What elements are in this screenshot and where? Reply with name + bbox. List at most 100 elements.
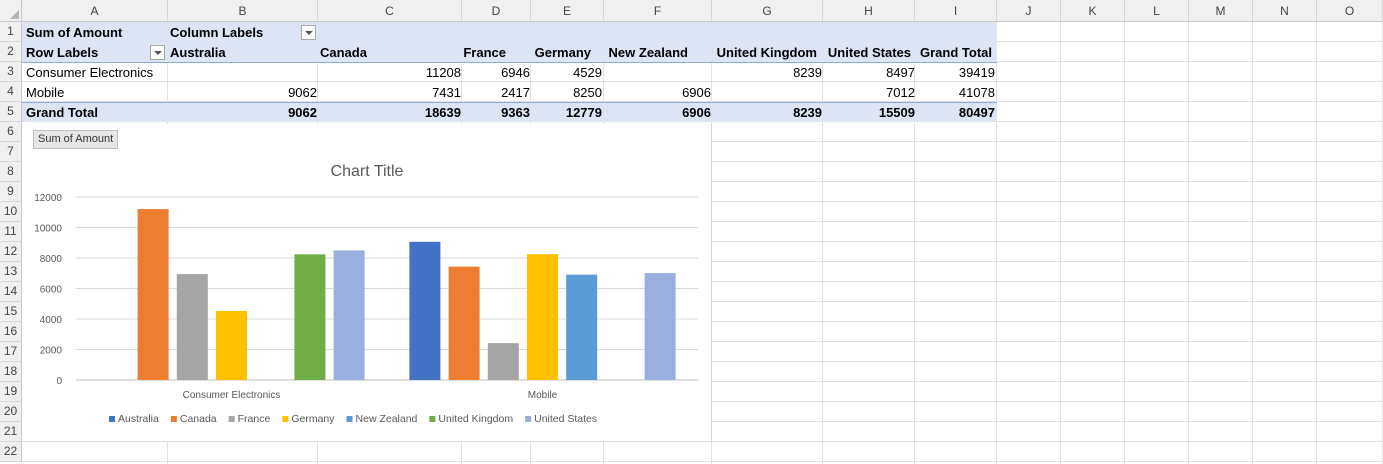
chart-field-button[interactable]: Sum of Amount — [33, 130, 119, 149]
legend-swatch — [109, 416, 115, 422]
pivot-value-cell[interactable] — [713, 83, 822, 103]
row-header[interactable]: 19 — [0, 382, 22, 402]
pivot-grand-total-cell[interactable]: 8239 — [793, 105, 822, 120]
column-header[interactable]: K — [1061, 0, 1125, 22]
row-header[interactable]: 15 — [0, 302, 22, 322]
column-header[interactable]: A — [22, 0, 168, 22]
row-header[interactable]: 3 — [0, 62, 22, 82]
row-header[interactable]: 4 — [0, 82, 22, 102]
pivot-col-header-new-zealand[interactable]: New Zealand — [608, 45, 688, 60]
pivot-row-label[interactable]: Mobile — [26, 85, 65, 100]
column-header[interactable]: F — [604, 0, 712, 22]
pivot-col-header-canada[interactable]: Canada — [320, 45, 367, 60]
row-header[interactable]: 18 — [0, 362, 22, 382]
pivot-column-labels[interactable]: Column Labels — [170, 25, 264, 40]
pivot-col-header-france[interactable]: France — [463, 45, 506, 60]
legend-entry[interactable]: Australia — [118, 413, 159, 425]
row-header[interactable]: 16 — [0, 322, 22, 342]
row-header[interactable]: 13 — [0, 262, 22, 282]
pivot-value-cell[interactable]: 7012 — [886, 85, 915, 100]
column-header[interactable]: B — [168, 0, 318, 22]
pivot-col-header-australia[interactable]: Australia — [170, 45, 226, 60]
pivot-value-cell[interactable] — [170, 63, 317, 83]
pivot-grand-total-label[interactable]: Grand Total — [26, 105, 98, 120]
row-labels-filter-button[interactable] — [150, 45, 165, 60]
legend-entry[interactable]: United Kingdom — [438, 413, 513, 425]
row-header[interactable]: 1 — [0, 22, 22, 42]
bar-germany[interactable] — [527, 254, 558, 380]
column-header[interactable]: H — [823, 0, 915, 22]
bar-germany[interactable] — [216, 310, 247, 380]
row-header[interactable]: 21 — [0, 422, 22, 442]
row-header[interactable]: 17 — [0, 342, 22, 362]
row-header[interactable]: 5 — [0, 102, 22, 122]
column-header[interactable]: L — [1125, 0, 1189, 22]
column-header[interactable]: E — [531, 0, 604, 22]
bar-new-zealand[interactable] — [566, 274, 598, 380]
pivot-row-labels[interactable]: Row Labels — [26, 45, 99, 60]
column-header[interactable]: D — [462, 0, 531, 22]
chart-title[interactable]: Chart Title — [331, 163, 404, 180]
bar-canada[interactable] — [137, 209, 169, 380]
pivot-grand-total-cell[interactable]: 15509 — [878, 105, 915, 120]
row-header[interactable]: 7 — [0, 142, 22, 162]
legend-entry[interactable]: France — [238, 413, 271, 425]
pivot-value-cell[interactable]: 8239 — [793, 65, 822, 80]
pivot-grand-total-cell[interactable]: 6906 — [682, 105, 711, 120]
bar-france[interactable] — [487, 343, 519, 380]
column-header[interactable]: O — [1317, 0, 1383, 22]
column-labels-filter-button[interactable] — [301, 25, 316, 40]
column-header[interactable]: G — [712, 0, 823, 22]
legend-entry[interactable]: Germany — [291, 413, 335, 425]
column-header[interactable]: J — [997, 0, 1061, 22]
pivot-grand-total-sum[interactable]: 80497 — [958, 105, 995, 120]
pivot-grand-total-cell[interactable]: 9363 — [501, 105, 530, 120]
bar-canada[interactable] — [448, 266, 480, 380]
pivot-grand-total-cell[interactable]: 18639 — [424, 105, 461, 120]
pivot-value-cell[interactable]: 6946 — [501, 65, 530, 80]
select-all-corner[interactable] — [0, 0, 22, 22]
legend-entry[interactable]: New Zealand — [356, 413, 418, 425]
row-header[interactable]: 22 — [0, 442, 22, 462]
row-header[interactable]: 12 — [0, 242, 22, 262]
pivot-value-cell[interactable]: 9062 — [288, 85, 317, 100]
pivot-value-cell[interactable] — [605, 63, 711, 83]
column-header[interactable]: I — [915, 0, 997, 22]
pivot-value-cell[interactable]: 8250 — [573, 85, 602, 100]
pivot-col-header-united-states[interactable]: United States — [827, 45, 911, 60]
row-header[interactable]: 9 — [0, 182, 22, 202]
pivot-value-cell[interactable]: 2417 — [501, 85, 530, 100]
column-header[interactable]: N — [1253, 0, 1317, 22]
legend-entry[interactable]: Canada — [180, 413, 217, 425]
pivot-value-cell[interactable]: 6906 — [682, 85, 711, 100]
pivot-row-total[interactable]: 41078 — [958, 85, 995, 100]
row-header[interactable]: 2 — [0, 42, 22, 62]
pivot-grand-total-cell[interactable]: 9062 — [288, 105, 317, 120]
pivot-row-label[interactable]: Consumer Electronics — [26, 65, 154, 80]
pivot-grand-total-cell[interactable]: 12779 — [565, 105, 602, 120]
pivot-col-header-grand-total[interactable]: Grand Total — [920, 45, 992, 60]
bar-united-states[interactable] — [333, 250, 365, 380]
pivot-chart[interactable]: Chart Title 0 2000 4000 6000 8000 10000 12000 Co… — [22, 124, 712, 442]
pivot-value-cell[interactable]: 11208 — [425, 65, 461, 80]
bar-france[interactable] — [176, 274, 208, 380]
pivot-value-cell[interactable]: 8497 — [886, 65, 915, 80]
row-header[interactable]: 10 — [0, 202, 22, 222]
row-header[interactable]: 11 — [0, 222, 22, 242]
pivot-col-header-germany[interactable]: Germany — [534, 45, 591, 60]
bar-australia[interactable] — [409, 241, 441, 380]
bar-united-states[interactable] — [644, 273, 676, 380]
column-header[interactable]: C — [318, 0, 462, 22]
pivot-col-header-united-kingdom[interactable]: United Kingdom — [716, 45, 817, 60]
pivot-value-cell[interactable]: 4529 — [573, 65, 602, 80]
row-header[interactable]: 20 — [0, 402, 22, 422]
row-header[interactable]: 6 — [0, 122, 22, 142]
pivot-row-total[interactable]: 39419 — [958, 65, 995, 80]
column-header[interactable]: M — [1189, 0, 1253, 22]
bar-united-kingdom[interactable] — [294, 254, 326, 380]
row-header[interactable]: 8 — [0, 162, 22, 182]
row-header[interactable]: 14 — [0, 282, 22, 302]
pivot-sum-of-amount-label[interactable]: Sum of Amount — [26, 25, 123, 40]
pivot-value-cell[interactable]: 7431 — [432, 85, 461, 100]
legend-entry[interactable]: United States — [534, 413, 597, 425]
